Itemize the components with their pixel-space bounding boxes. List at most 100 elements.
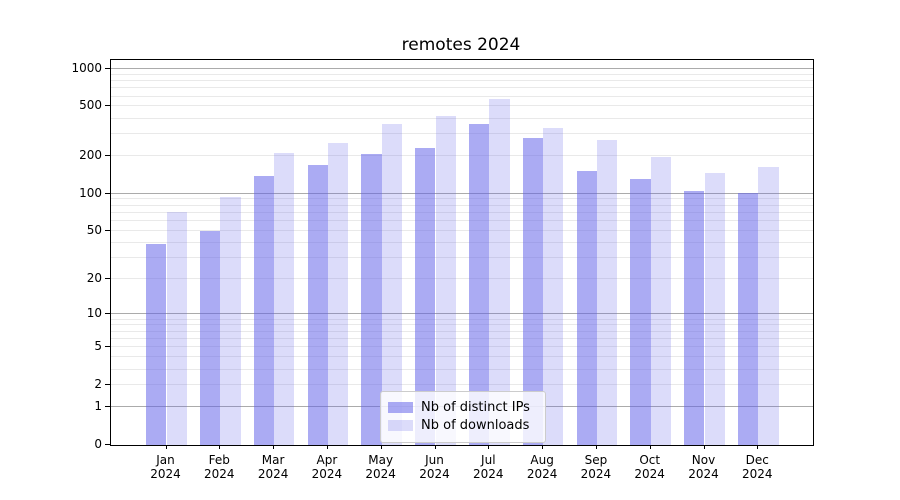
gridline-minor xyxy=(111,346,813,348)
y-tick-mark xyxy=(105,346,110,348)
chart-title: remotes 2024 xyxy=(401,35,521,55)
y-tick-label-0: 0 xyxy=(94,437,102,451)
bar-downloads-oct xyxy=(650,156,671,445)
bar-ips-oct xyxy=(630,179,651,445)
y-tick-mark xyxy=(105,155,110,157)
y-tick-mark xyxy=(105,229,110,231)
bar-downloads-mar xyxy=(274,152,295,445)
gridline-minor xyxy=(111,220,813,222)
y-tick-mark xyxy=(105,105,110,107)
gridline-minor xyxy=(111,241,813,243)
x-tick-mark xyxy=(434,445,436,449)
y-tick-mark xyxy=(105,406,110,408)
x-tick-label-sep: Sep 2024 xyxy=(580,453,612,481)
x-tick-label-dec: Dec 2024 xyxy=(742,453,773,481)
x-tick-label-oct: Oct 2024 xyxy=(634,453,665,481)
bar-downloads-feb xyxy=(220,197,241,445)
legend-label-downloads: Nb of downloads xyxy=(421,418,530,433)
x-tick-mark xyxy=(219,445,221,449)
x-tick-label-aug: Aug 2024 xyxy=(526,453,558,481)
y-tick-mark xyxy=(105,278,110,280)
x-tick-mark xyxy=(542,445,544,449)
y-tick-label-50: 50 xyxy=(86,222,102,237)
gridline-minor xyxy=(111,198,813,200)
bar-downloads-apr xyxy=(327,143,349,445)
bar-downloads-sep xyxy=(596,140,618,445)
bar-downloads-jan xyxy=(166,212,187,445)
bar-ips-mar xyxy=(253,176,275,445)
bar-downloads-nov xyxy=(704,172,725,445)
gridline-major xyxy=(111,313,813,315)
x-tick-label-may: May 2024 xyxy=(365,453,396,481)
gridline-minor xyxy=(111,117,813,119)
bar-downloads-jul xyxy=(489,99,510,445)
x-tick-mark xyxy=(326,445,328,449)
gridline-major xyxy=(111,192,813,194)
bar-ips-may xyxy=(361,154,382,445)
gridline-minor xyxy=(111,79,813,81)
gridline-minor xyxy=(111,330,813,332)
gridline-minor xyxy=(111,87,813,89)
bar-downloads-dec xyxy=(758,166,779,445)
gridline-minor xyxy=(111,338,813,339)
x-tick-mark xyxy=(165,445,167,449)
gridline-minor xyxy=(111,324,813,326)
y-tick-label-1000: 1000 xyxy=(71,60,102,75)
gridline-minor xyxy=(111,133,813,135)
x-tick-label-feb: Feb 2024 xyxy=(204,453,235,481)
y-tick-mark xyxy=(105,384,110,386)
legend: Nb of distinct IPs Nb of downloads xyxy=(380,391,546,443)
x-tick-label-apr: Apr 2024 xyxy=(311,453,343,481)
y-tick-label-500: 500 xyxy=(79,98,102,113)
gridline-minor xyxy=(111,368,813,370)
x-tick-label-jan: Jan 2024 xyxy=(150,453,181,481)
gridline-minor xyxy=(111,318,813,320)
y-tick-mark xyxy=(105,192,110,194)
bar-ips-jun xyxy=(415,148,436,445)
y-tick-mark xyxy=(105,313,110,315)
y-tick-label-200: 200 xyxy=(79,148,102,163)
bar-downloads-may xyxy=(381,124,402,445)
legend-swatch-distinct-ips xyxy=(388,402,413,413)
x-tick-mark xyxy=(649,445,651,449)
gridline-minor xyxy=(111,229,813,231)
x-tick-mark xyxy=(757,445,759,449)
x-tick-label-mar: Mar 2024 xyxy=(257,453,289,481)
x-tick-label-nov: Nov 2024 xyxy=(688,453,719,481)
legend-swatch-downloads xyxy=(388,420,413,431)
bar-ips-nov xyxy=(684,190,705,445)
bar-ips-feb xyxy=(200,230,221,445)
gridline-major xyxy=(111,67,813,69)
legend-row-distinct-ips: Nb of distinct IPs xyxy=(388,400,537,415)
gridline-minor xyxy=(111,356,813,358)
gridline-minor xyxy=(111,73,813,75)
bar-ips-apr xyxy=(307,165,328,445)
x-tick-mark xyxy=(595,445,597,449)
y-tick-label-10: 10 xyxy=(86,306,102,321)
x-tick-label-jun: Jun 2024 xyxy=(419,453,450,481)
x-tick-label-jul: Jul 2024 xyxy=(473,453,504,481)
y-tick-mark xyxy=(105,444,110,445)
gridline-minor xyxy=(111,211,813,213)
y-tick-label-100: 100 xyxy=(79,185,102,200)
legend-row-downloads: Nb of downloads xyxy=(388,418,537,433)
y-tick-label-20: 20 xyxy=(86,271,102,286)
gridline-minor xyxy=(111,155,813,157)
bar-ips-jul xyxy=(469,123,490,445)
gridline-minor xyxy=(111,95,813,97)
plot-area: Nb of distinct IPs Nb of downloads xyxy=(110,59,814,446)
bar-downloads-jun xyxy=(435,115,456,445)
gridline-minor xyxy=(111,257,813,258)
y-tick-label-1: 1 xyxy=(94,399,102,414)
gridline-minor xyxy=(111,204,813,206)
bar-ips-jan xyxy=(146,244,167,445)
bar-downloads-aug xyxy=(543,128,564,445)
gridline-minor xyxy=(111,384,813,386)
y-tick-label-2: 2 xyxy=(94,377,102,392)
bar-ips-aug xyxy=(522,137,544,445)
x-tick-mark xyxy=(488,445,490,449)
bar-ips-sep xyxy=(576,170,597,445)
bar-ips-dec xyxy=(738,192,759,445)
legend-label-distinct-ips: Nb of distinct IPs xyxy=(421,400,530,415)
